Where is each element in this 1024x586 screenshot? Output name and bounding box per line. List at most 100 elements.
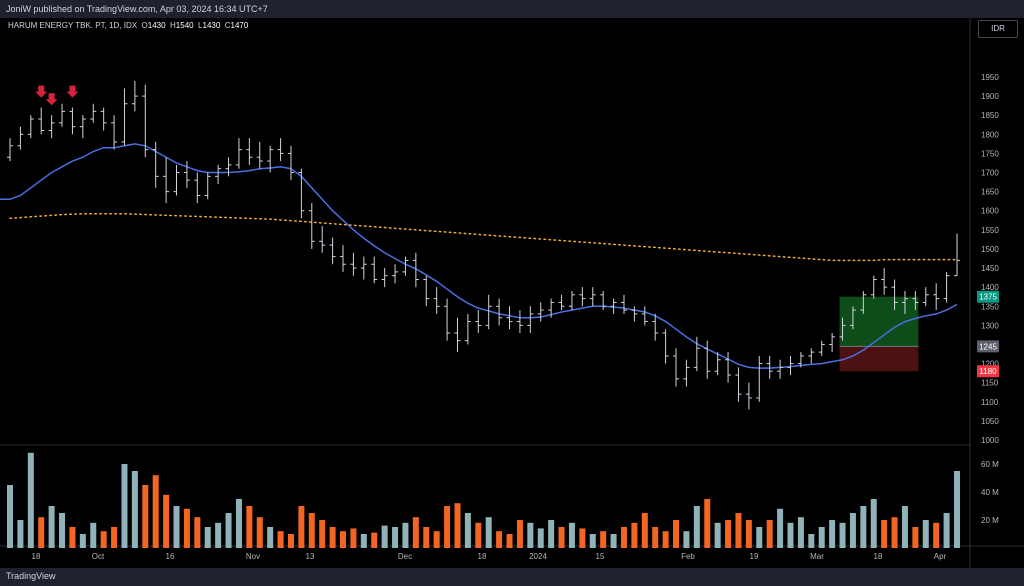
- volume-bar: [527, 522, 534, 548]
- ohlc-bar: [579, 287, 586, 307]
- volume-bar: [454, 503, 461, 548]
- ohlc-bar: [246, 138, 253, 165]
- ohlc-bar: [860, 290, 867, 314]
- ohlc-bar: [308, 203, 315, 249]
- ohlc-bar: [121, 88, 128, 146]
- volume-bar: [38, 517, 45, 548]
- volume-bar: [756, 527, 763, 548]
- time-tick-label: 16: [166, 552, 175, 561]
- ohlc-bar: [183, 161, 190, 188]
- ohlc-bar: [433, 287, 440, 314]
- ohlc-bar: [673, 348, 680, 387]
- volume-bar: [27, 452, 34, 548]
- volume-bar: [475, 522, 482, 548]
- ohlc-bar: [267, 145, 274, 173]
- ma-long-line: [9, 213, 958, 262]
- price-label-box: [977, 365, 999, 378]
- price-tick-label: 1900: [981, 92, 999, 101]
- low-value: 1430: [202, 21, 221, 30]
- volume-bar: [433, 531, 440, 548]
- ohlc-bar: [371, 256, 378, 284]
- volume-bar: [267, 527, 274, 548]
- volume-bar: [298, 506, 305, 548]
- ohlc-bar: [402, 256, 409, 276]
- ohlc-bar: [423, 275, 430, 307]
- ohlc-bar: [537, 302, 544, 322]
- price-tick-label: 1600: [981, 207, 999, 216]
- volume-bar: [735, 513, 742, 548]
- ohlc-bar: [350, 252, 357, 276]
- volume-bar: [568, 522, 575, 548]
- price-tick-label: 1200: [981, 360, 999, 369]
- ohlc-bar: [787, 355, 794, 376]
- ohlc-bar: [797, 352, 804, 368]
- ohlc-bar: [225, 157, 232, 177]
- symbol-name: HARUM ENERGY TBK. PT, 1D, IDX: [8, 21, 138, 30]
- volume-bar: [423, 527, 430, 548]
- open-label: O: [141, 21, 148, 30]
- ohlc-bar: [568, 290, 575, 311]
- ohlc-bar: [17, 126, 24, 150]
- ohlc-bar: [454, 317, 461, 353]
- price-tick-label: 1000: [981, 436, 999, 445]
- ohlc-bar: [516, 310, 523, 334]
- volume-bar: [204, 527, 211, 548]
- volume-bar: [215, 522, 222, 548]
- ohlc-bar: [725, 352, 732, 383]
- price-tick-label: 1750: [981, 149, 999, 158]
- ohlc-bar: [111, 115, 118, 150]
- price-chart[interactable]: 1000105011001150120012501300135014001450…: [0, 18, 1024, 568]
- volume-bar: [797, 517, 804, 548]
- price-tick-label: 1950: [981, 73, 999, 82]
- ohlc-bar: [412, 252, 419, 288]
- volume-bar: [860, 506, 867, 548]
- volume-bar: [714, 522, 721, 548]
- volume-bar: [277, 531, 284, 548]
- volume-bar: [610, 534, 617, 548]
- ohlc-bar: [152, 141, 159, 188]
- volume-bar: [464, 513, 471, 548]
- volume-bar: [954, 471, 960, 548]
- volume-bar: [194, 517, 201, 548]
- price-label-text: 1375: [979, 293, 997, 302]
- ohlc-bar: [870, 275, 877, 299]
- ohlc-bar: [38, 107, 45, 135]
- footer-bar: TradingView: [0, 568, 1024, 586]
- ohlc-bar: [69, 107, 76, 135]
- ohlc-bar: [444, 298, 451, 341]
- ohlc-bar: [506, 306, 513, 330]
- price-tick-label: 1150: [981, 379, 999, 388]
- tradingview-logo[interactable]: TradingView: [6, 571, 56, 581]
- volume-bar: [142, 485, 149, 548]
- volume-bar: [558, 527, 565, 548]
- volume-bar: [173, 506, 180, 548]
- volume-bar: [652, 527, 659, 548]
- publish-header: JoniW published on TradingView.com, Apr …: [0, 0, 1024, 18]
- price-tick-label: 1800: [981, 130, 999, 139]
- volume-bar: [506, 534, 513, 548]
- ohlc-bar: [777, 359, 784, 379]
- ohlc-bar: [620, 294, 627, 314]
- ohlc-bar: [589, 287, 596, 307]
- ohlc-bar: [527, 306, 534, 334]
- volume-bar: [766, 520, 773, 548]
- volume-bar: [870, 499, 877, 548]
- volume-bar: [246, 506, 253, 548]
- volume-bar: [620, 527, 627, 548]
- volume-bar: [839, 522, 846, 548]
- volume-bar: [256, 517, 263, 548]
- volume-bar: [7, 485, 13, 548]
- price-tick-label: 1450: [981, 264, 999, 273]
- currency-button[interactable]: IDR: [978, 20, 1018, 38]
- time-tick-label: Nov: [246, 552, 260, 561]
- volume-bar: [350, 528, 357, 548]
- ohlc-bar: [766, 355, 773, 379]
- ohlc-bar: [641, 306, 648, 326]
- volume-bar: [163, 494, 170, 548]
- volume-bar: [777, 508, 784, 548]
- ohlc-bar: [548, 298, 555, 318]
- time-tick-label: 18: [874, 552, 883, 561]
- volume-bar: [225, 513, 232, 548]
- volume-bar: [693, 506, 700, 548]
- symbol-legend: HARUM ENERGY TBK. PT, 1D, IDX O1430 H154…: [8, 21, 248, 30]
